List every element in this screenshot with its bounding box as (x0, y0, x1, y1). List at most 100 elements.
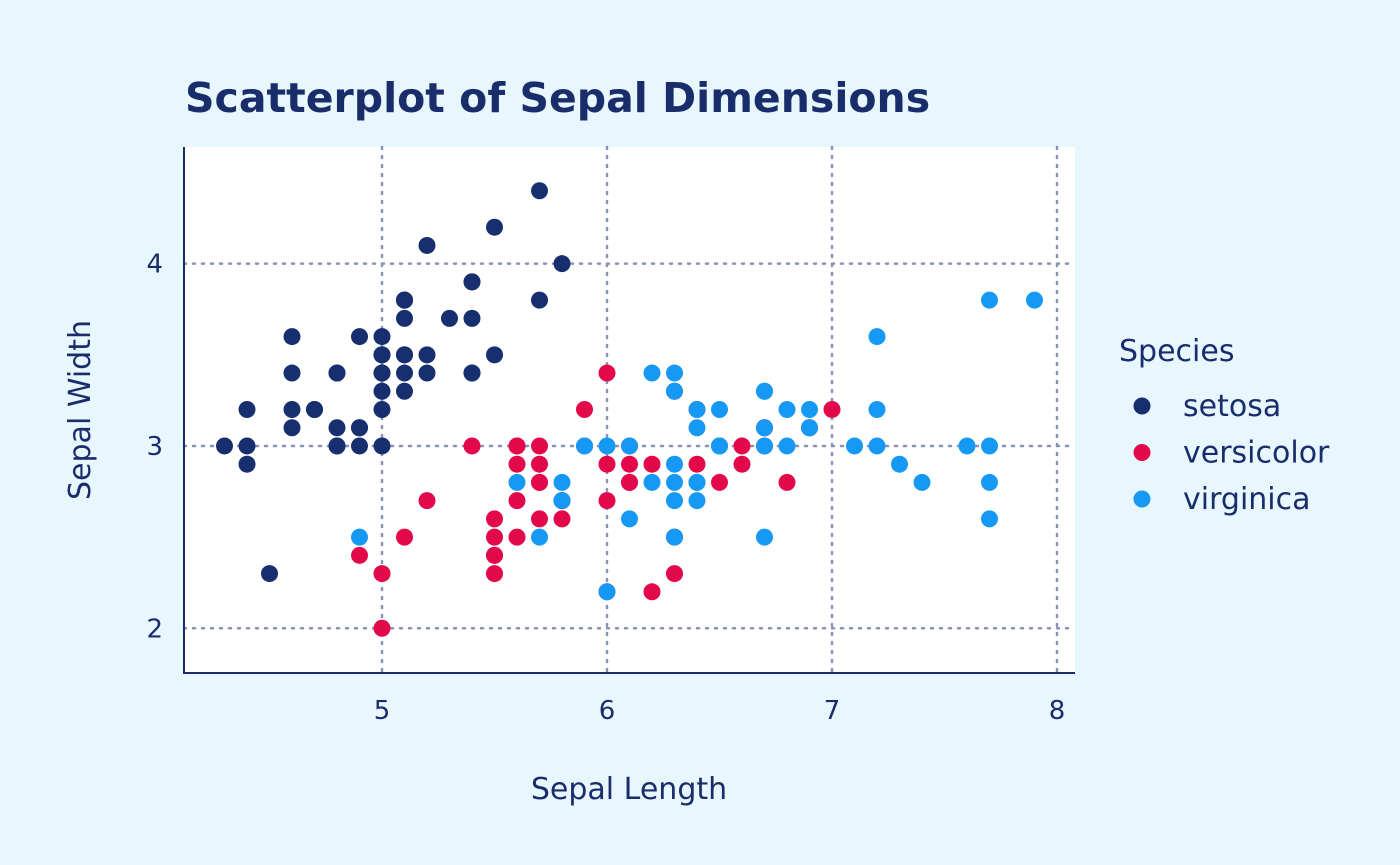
data-point-virginica (981, 437, 998, 455)
data-point-versicolor (643, 455, 661, 473)
data-point-virginica (756, 419, 773, 437)
data-point-virginica (688, 473, 706, 491)
data-point-setosa (396, 346, 413, 364)
data-point-virginica (643, 473, 661, 491)
data-point-versicolor (486, 528, 503, 546)
data-point-setosa (463, 273, 481, 291)
data-point-setosa (418, 236, 436, 254)
data-point-versicolor (531, 437, 548, 455)
data-point-virginica (981, 473, 998, 491)
data-point-versicolor (463, 437, 481, 455)
data-point-versicolor (733, 437, 751, 455)
data-point-virginica (756, 382, 773, 400)
data-point-setosa (283, 419, 301, 437)
x-tick-labels: 5 6 7 8 (374, 696, 1066, 726)
data-point-setosa (531, 182, 548, 200)
data-point-setosa (396, 364, 413, 382)
data-point-virginica (711, 401, 728, 418)
data-point-versicolor (418, 492, 436, 510)
data-point-virginica (756, 528, 773, 546)
x-tick-label: 6 (599, 696, 616, 726)
data-point-virginica (531, 528, 548, 546)
plot-panel (184, 147, 1075, 672)
data-point-setosa (328, 437, 346, 455)
data-point-virginica (643, 364, 661, 382)
data-point-versicolor (778, 473, 796, 491)
data-point-setosa (328, 419, 346, 437)
legend-title: Species (1119, 334, 1234, 369)
data-point-virginica (666, 382, 683, 400)
data-points (216, 182, 1043, 637)
data-point-setosa (306, 401, 323, 418)
chart-title: Scatterplot of Sepal Dimensions (185, 74, 930, 122)
x-tick-label: 7 (824, 696, 841, 726)
data-point-versicolor (733, 455, 751, 473)
legend: Species setosa versicolor virginica (1119, 334, 1330, 517)
data-point-setosa (373, 328, 391, 346)
data-point-setosa (351, 328, 368, 346)
data-point-versicolor (486, 510, 503, 528)
data-point-versicolor (508, 528, 526, 546)
data-point-versicolor (396, 528, 413, 546)
data-point-virginica (913, 473, 931, 491)
data-point-virginica (621, 437, 638, 455)
data-point-virginica (981, 510, 998, 528)
data-point-versicolor (598, 455, 616, 473)
data-point-setosa (373, 382, 391, 400)
series-setosa (216, 182, 571, 583)
data-point-virginica (598, 583, 616, 601)
data-point-virginica (846, 437, 863, 455)
series-virginica (351, 291, 1043, 601)
data-point-setosa (216, 437, 233, 455)
data-point-versicolor (598, 364, 616, 382)
data-point-setosa (418, 364, 436, 382)
x-tick-label: 5 (374, 696, 391, 726)
data-point-versicolor (666, 565, 683, 583)
data-point-setosa (463, 309, 481, 327)
y-axis-label: Sepal Width (63, 320, 98, 500)
x-axis-label: Sepal Length (531, 772, 727, 807)
y-tick-label: 2 (146, 614, 163, 644)
data-point-virginica (981, 291, 998, 309)
data-point-setosa (373, 364, 391, 382)
data-point-setosa (283, 401, 301, 418)
data-point-virginica (576, 437, 593, 455)
y-tick-labels: 2 3 4 (146, 250, 163, 645)
legend-label-versicolor: versicolor (1183, 436, 1330, 471)
data-point-setosa (261, 565, 278, 583)
data-point-versicolor (621, 455, 638, 473)
data-point-virginica (801, 401, 818, 418)
data-point-virginica (598, 437, 616, 455)
data-point-virginica (508, 473, 526, 491)
data-point-versicolor (598, 492, 616, 510)
data-point-virginica (688, 419, 706, 437)
legend-key-virginica (1133, 490, 1151, 508)
data-point-virginica (1026, 291, 1043, 309)
data-point-setosa (531, 291, 548, 309)
data-point-setosa (328, 364, 346, 382)
data-point-setosa (396, 382, 413, 400)
data-point-virginica (688, 401, 706, 418)
data-point-versicolor (621, 473, 638, 491)
data-point-virginica (553, 492, 571, 510)
data-point-virginica (891, 455, 908, 473)
data-point-virginica (666, 364, 683, 382)
data-point-versicolor (531, 510, 548, 528)
data-point-versicolor (351, 546, 368, 564)
data-point-virginica (778, 401, 796, 418)
data-point-setosa (441, 309, 458, 327)
data-point-setosa (283, 364, 301, 382)
data-point-setosa (486, 218, 503, 236)
data-point-versicolor (486, 546, 503, 564)
data-point-versicolor (508, 455, 526, 473)
data-point-versicolor (531, 473, 548, 491)
data-point-versicolor (373, 619, 391, 637)
data-point-setosa (238, 455, 256, 473)
data-point-versicolor (643, 583, 661, 601)
legend-label-virginica: virginica (1183, 482, 1311, 517)
data-point-setosa (418, 346, 436, 364)
data-point-versicolor (373, 565, 391, 583)
data-point-versicolor (553, 510, 571, 528)
data-point-virginica (688, 492, 706, 510)
